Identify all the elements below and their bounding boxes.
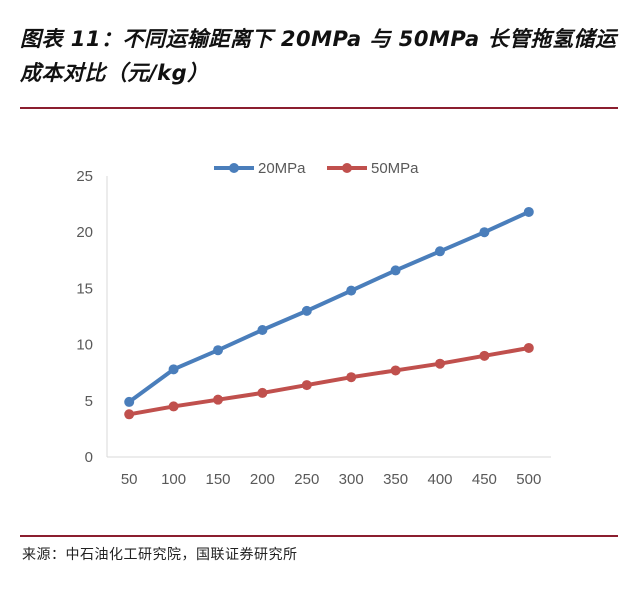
x-tick-label: 200 — [250, 471, 275, 488]
y-tick-label: 15 — [76, 280, 93, 297]
data-point-50MPa — [213, 394, 223, 405]
data-point-20MPa — [435, 246, 445, 257]
legend-marker-50MPa — [342, 163, 352, 173]
series-line-50MPa — [127, 345, 531, 417]
data-point-20MPa — [213, 345, 223, 356]
top-divider — [20, 107, 618, 109]
y-tick-labels: 0 5 10 15 20 25 — [76, 168, 93, 466]
x-tick-label: 300 — [339, 471, 364, 488]
data-point-20MPa — [257, 324, 268, 335]
y-tick-label: 10 — [76, 337, 93, 354]
source-note: 来源：中石油化工研究院，国联证券研究所 — [22, 547, 298, 563]
data-point-50MPa — [301, 380, 312, 391]
data-point-50MPa — [257, 387, 268, 398]
legend-marker-20MPa — [229, 163, 239, 173]
series-line-20MPa — [127, 209, 531, 404]
data-point-20MPa — [124, 396, 135, 407]
data-point-20MPa — [168, 364, 179, 375]
x-tick-label: 250 — [294, 471, 319, 488]
x-tick-label: 450 — [472, 471, 497, 488]
y-tick-label: 5 — [85, 393, 93, 410]
data-point-50MPa — [124, 409, 135, 420]
data-point-50MPa — [479, 350, 490, 361]
data-point-50MPa — [523, 342, 534, 353]
figure-title: 图表 11：不同运输距离下 20MPa 与 50MPa 长管拖氢储运成本对比（元… — [20, 27, 617, 85]
data-point-20MPa — [346, 285, 357, 296]
y-tick-label: 25 — [76, 168, 93, 185]
data-point-20MPa — [523, 206, 534, 217]
x-tick-label: 150 — [205, 471, 230, 488]
data-point-20MPa — [301, 305, 312, 316]
series-group — [124, 206, 534, 420]
x-tick-label: 100 — [161, 471, 186, 488]
x-tick-labels: 50 100 150 200 250 300 350 400 450 500 — [121, 471, 541, 488]
bottom-divider — [20, 535, 618, 537]
data-point-50MPa — [435, 358, 445, 369]
data-point-20MPa — [479, 227, 490, 238]
data-point-50MPa — [390, 365, 401, 376]
x-tick-label: 500 — [516, 471, 541, 488]
x-tick-label: 400 — [427, 471, 452, 488]
y-tick-label: 0 — [85, 449, 93, 466]
x-tick-label: 50 — [121, 471, 138, 488]
x-tick-label: 350 — [383, 471, 408, 488]
data-point-50MPa — [346, 372, 357, 383]
legend-label: 50MPa — [371, 160, 419, 177]
legend-label: 20MPa — [258, 160, 306, 177]
y-tick-label: 20 — [76, 224, 93, 241]
legend: 20MPa 50MPa — [214, 160, 419, 177]
data-point-20MPa — [390, 265, 401, 276]
data-point-50MPa — [168, 401, 179, 412]
